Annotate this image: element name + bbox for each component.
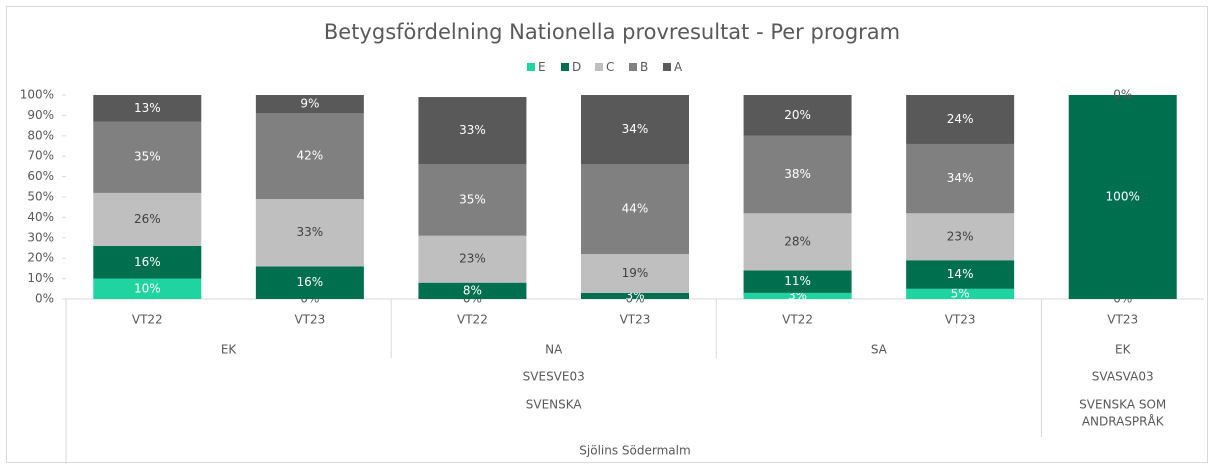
bar-segment [418,97,527,165]
bar-segment [906,143,1015,214]
data-label: 9% [300,97,319,111]
data-label: 14% [947,267,974,281]
data-label: 33% [459,123,486,137]
data-label: 34% [622,122,649,136]
category-group-label: SVESVE03 [523,370,585,384]
data-label: 26% [134,212,161,226]
bar-segment [581,292,689,299]
y-tick-label: 90% [27,108,54,122]
bar-segment [255,113,364,200]
legend-label: E [538,60,546,74]
bar-segment [1068,95,1177,299]
data-label: 24% [947,112,974,126]
x-tick-label: VT23 [294,313,325,327]
data-label: 5% [951,286,970,300]
bar-segment [906,95,1015,144]
data-label: 10% [134,281,161,295]
legend-swatch [629,63,637,71]
data-label: 42% [297,149,324,163]
bar-segment [255,199,364,267]
data-label: 11% [784,274,811,288]
bar-segment [93,121,202,193]
bar-segment [906,288,1015,299]
bar-segment [418,282,527,299]
legend-label: A [674,60,683,74]
data-label: 0% [1113,88,1132,102]
data-label: 19% [622,266,649,280]
category-group-label: SVENSKA [526,398,583,412]
bar-segment [743,270,852,293]
legend-swatch [595,63,603,71]
bar-segment [581,164,689,255]
data-label: 35% [459,193,486,207]
data-label: 13% [134,101,161,115]
bar-segment [743,213,852,271]
y-tick-label: 70% [27,149,54,163]
data-label: 34% [947,171,974,185]
category-group-label: EK [221,343,238,357]
data-label: 8% [463,283,482,297]
y-tick-label: 50% [27,190,54,204]
data-label: 16% [134,255,161,269]
bar-segment [743,292,852,299]
data-label: 28% [784,234,811,248]
chart-title: Betygsfördelning Nationella provresultat… [324,20,900,44]
bar-segment [418,164,527,236]
x-tick-label: VT23 [620,313,651,327]
bar-segment [255,266,364,299]
legend-label: D [572,60,581,74]
data-label: 20% [784,108,811,122]
y-tick-label: 100% [20,88,54,102]
data-label: 23% [947,229,974,243]
x-tick-label: VT22 [782,313,813,327]
bar-segment [906,260,1015,289]
category-group-label: NA [545,343,563,357]
bar-segment [93,192,202,246]
data-label: 44% [622,202,649,216]
x-tick-label: VT22 [132,313,163,327]
category-group-label: SA [871,343,888,357]
data-label: 100% [1106,190,1140,204]
bar-segment [418,235,527,283]
data-label: 16% [297,275,324,289]
bar-segment [93,95,202,122]
category-group-label: Sjölins Södermalm [579,444,690,458]
bar-segment [743,95,852,136]
legend-swatch [561,63,569,71]
bar-segment [255,95,364,114]
legend-label: C [606,60,614,74]
x-tick-label: VT22 [457,313,488,327]
bar-segment [93,245,202,279]
bar-segment [906,213,1015,261]
data-label: 33% [297,225,324,239]
legend-swatch [663,63,671,71]
y-tick-label: 0% [35,292,54,306]
data-label: 23% [459,252,486,266]
data-label: 35% [134,150,161,164]
category-group-label: SVENSKA SOM [1079,398,1166,412]
y-tick-label: 10% [27,271,54,285]
x-tick-label: VT23 [1107,313,1138,327]
y-tick-label: 80% [27,128,54,142]
bar-segment [743,135,852,214]
category-group-label: EK [1115,343,1132,357]
category-group-label: ANDRASPRÅK [1082,414,1165,429]
bar-segment [581,254,689,293]
bar-segment [581,95,689,165]
y-tick-label: 60% [27,169,54,183]
y-tick-label: 30% [27,230,54,244]
legend-label: B [640,60,648,74]
legend-swatch [527,63,535,71]
y-tick-label: 40% [27,210,54,224]
data-label: 38% [784,167,811,181]
category-group-label: SVASVA03 [1092,370,1154,384]
y-tick-label: 20% [27,251,54,265]
bar-segment [93,278,202,299]
x-tick-label: VT23 [945,313,976,327]
